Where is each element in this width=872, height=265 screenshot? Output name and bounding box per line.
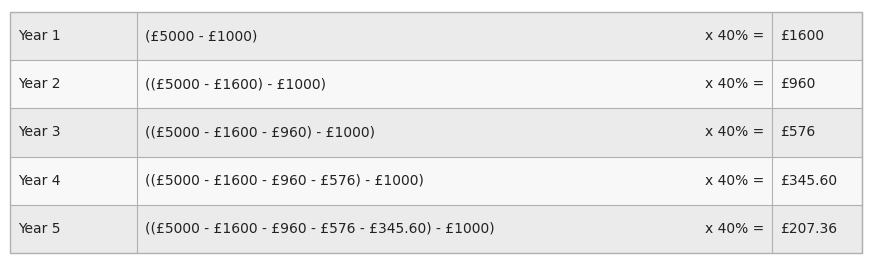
Bar [10, 157, 862, 205]
Text: ((£5000 - £1600 - £960 - £576) - £1000): ((£5000 - £1600 - £960 - £576) - £1000) [145, 174, 424, 188]
Text: ((£5000 - £1600) - £1000): ((£5000 - £1600) - £1000) [145, 77, 326, 91]
Text: x 40% =: x 40% = [705, 126, 764, 139]
Bar [10, 205, 862, 253]
Text: Year 4: Year 4 [18, 174, 60, 188]
Text: £960: £960 [780, 77, 815, 91]
Text: (£5000 - £1000): (£5000 - £1000) [145, 29, 257, 43]
Text: x 40% =: x 40% = [705, 174, 764, 188]
Text: Year 3: Year 3 [18, 126, 60, 139]
Bar [10, 60, 862, 108]
Bar [10, 12, 862, 60]
Text: ((£5000 - £1600 - £960 - £576 - £345.60) - £1000): ((£5000 - £1600 - £960 - £576 - £345.60)… [145, 222, 494, 236]
Text: ((£5000 - £1600 - £960) - £1000): ((£5000 - £1600 - £960) - £1000) [145, 126, 375, 139]
Text: Year 1: Year 1 [18, 29, 61, 43]
Text: £1600: £1600 [780, 29, 824, 43]
Text: £207.36: £207.36 [780, 222, 837, 236]
Text: £576: £576 [780, 126, 815, 139]
Text: x 40% =: x 40% = [705, 77, 764, 91]
Text: £345.60: £345.60 [780, 174, 837, 188]
Bar [10, 108, 862, 157]
Text: x 40% =: x 40% = [705, 29, 764, 43]
Text: Year 2: Year 2 [18, 77, 60, 91]
Text: x 40% =: x 40% = [705, 222, 764, 236]
Text: Year 5: Year 5 [18, 222, 60, 236]
